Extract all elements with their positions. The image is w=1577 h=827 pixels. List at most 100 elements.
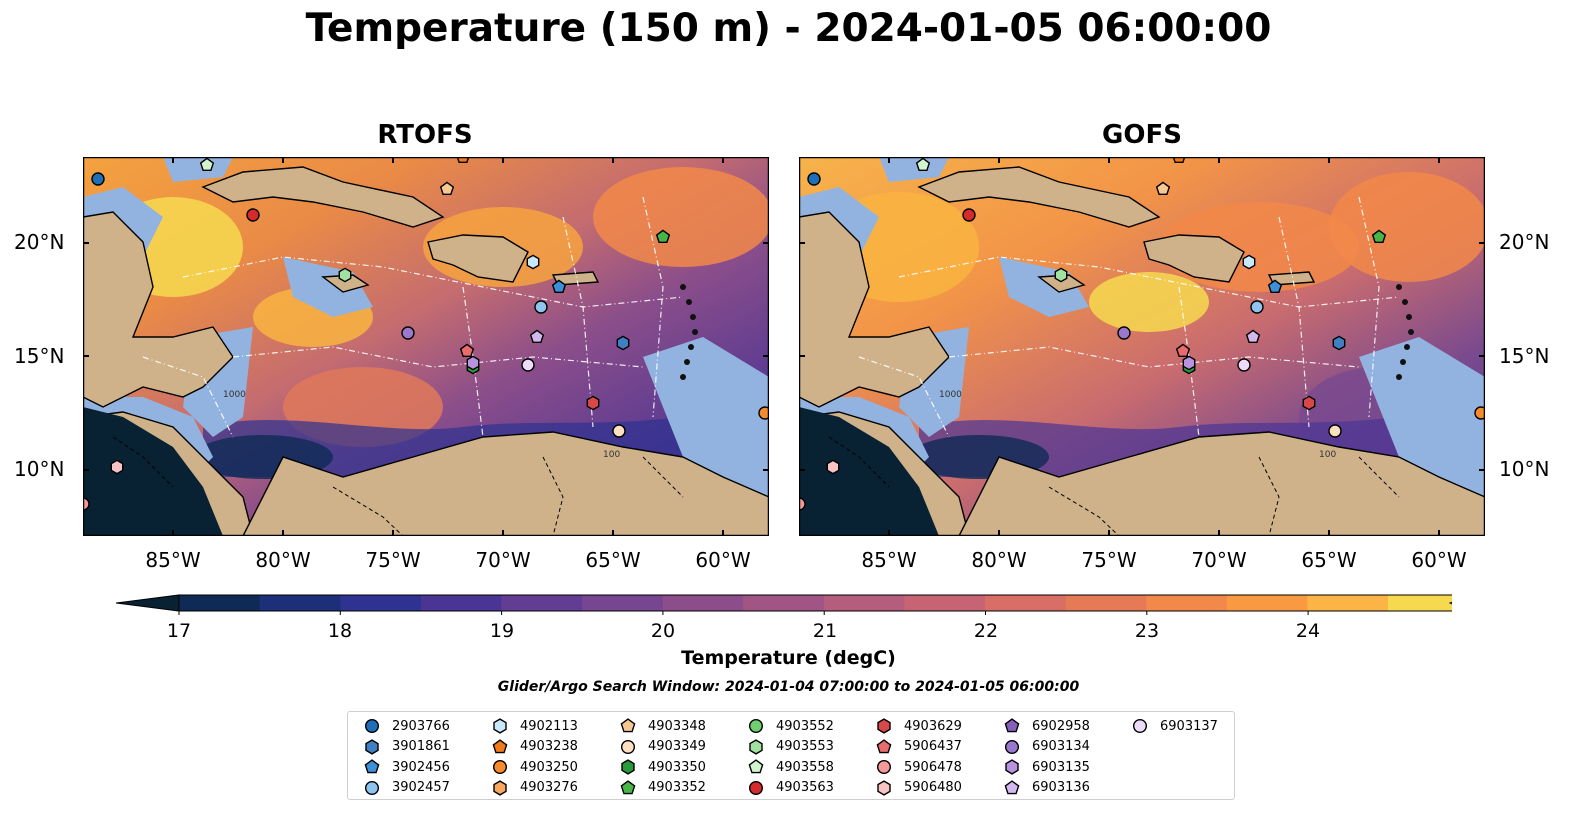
legend-label: 6903135 (1032, 759, 1090, 775)
colorbar-segment (1307, 595, 1389, 611)
legend: 2903766 3901861 3902456 3902457 4902113 49032… (347, 711, 1235, 800)
marker-6903135-icon (1182, 355, 1196, 371)
lat-label-15n-right: 15°N (1499, 344, 1550, 368)
central-america-land (799, 211, 950, 408)
legend-item: 4903558 (746, 757, 834, 777)
lon-label-75w-left: 75°W (365, 548, 421, 572)
warm-water-region (593, 167, 769, 267)
legend-label: 4903250 (520, 759, 578, 775)
eez-boundary-line (858, 356, 950, 438)
legend-label: 4903629 (904, 718, 962, 734)
marker-6903136-icon (529, 329, 545, 344)
marker-4903250-icon (1474, 406, 1485, 420)
central-america-land (83, 211, 234, 408)
marker-3902456-icon (1267, 279, 1283, 294)
legend-label: 5906437 (904, 739, 962, 754)
eez-boundary-line (948, 346, 1360, 368)
legend-label: 4903238 (520, 739, 578, 754)
legend-item: 6903135 (1002, 757, 1090, 777)
shallow-shelf (879, 157, 949, 182)
marker-2903766-icon (91, 172, 105, 186)
island (1400, 359, 1406, 365)
legend-marker-icon (748, 780, 764, 795)
marker-4903349-icon (612, 424, 626, 438)
marker-4903563-icon (246, 208, 260, 222)
marker-4903558-icon (199, 157, 215, 172)
legend-item: 6903136 (1002, 778, 1090, 798)
legend-item: 4903552 (746, 716, 834, 736)
lon-label-60w-left: 60°W (695, 548, 751, 572)
marker-6903134-icon (1117, 326, 1131, 340)
cuba-land (917, 166, 1161, 228)
legend-item: 3901861 (362, 737, 450, 757)
lat-label-15n-left: 15°N (14, 344, 65, 368)
colorbar-tick-20: 20 (650, 620, 676, 642)
lat-label-10n-left: 10°N (14, 457, 65, 481)
marker-4903250-icon (758, 406, 769, 420)
island (1408, 329, 1414, 335)
legend-marker-icon (364, 759, 380, 774)
warm-water-region (1329, 172, 1485, 282)
legend-marker-icon (493, 718, 507, 734)
marker-6903134-icon (401, 326, 415, 340)
colorbar-tick-19: 19 (489, 620, 515, 642)
legend-label: 4902113 (520, 718, 578, 734)
colorbar-tick-24: 24 (1295, 620, 1321, 642)
legend-label: 6903136 (1032, 780, 1090, 795)
island (680, 284, 686, 290)
legend-marker-icon (1132, 718, 1148, 734)
legend-marker-icon (1004, 739, 1020, 754)
legend-item: 5906437 (874, 737, 962, 757)
colorbar-segment (1065, 595, 1147, 611)
country-border (1358, 456, 1400, 498)
lon-label-70w-left: 70°W (475, 548, 531, 572)
colorbar-segment (823, 595, 905, 611)
island (692, 329, 698, 335)
legend-label: 3902457 (392, 780, 450, 795)
legend-item: 4903629 (874, 716, 962, 736)
legend-label: 4903276 (520, 780, 578, 795)
country-border (332, 486, 404, 536)
map-panel-rtofs: 1000 100 (83, 157, 769, 536)
legend-marker-icon (620, 739, 636, 754)
south-america-land (958, 431, 1485, 536)
lon-label-65w-left: 65°W (585, 548, 641, 572)
legend-item: 4903350 (618, 757, 706, 777)
lon-label-65w-right: 65°W (1301, 548, 1357, 572)
legend-marker-icon (1005, 759, 1019, 775)
marker-4902113-icon (1242, 254, 1256, 270)
colorbar-segment (1388, 595, 1452, 611)
legend-marker-icon (1004, 779, 1020, 794)
legend-marker-icon (365, 738, 379, 755)
legend-label: 5906478 (904, 759, 962, 775)
eez-boundary-line (562, 216, 594, 428)
marker-5906478-icon (83, 497, 90, 511)
marker-5906480-icon (826, 459, 840, 475)
bathymetry-contour-label: 1000 (223, 390, 246, 400)
legend-marker-icon (748, 759, 764, 774)
lon-label-75w-right: 75°W (1081, 548, 1137, 572)
colorbar-tick-18: 18 (327, 620, 353, 642)
lon-label-60w-right: 60°W (1411, 548, 1467, 572)
marker-4903238-icon (456, 157, 470, 164)
colorbar-segment (582, 595, 664, 611)
legend-item: 4902113 (490, 716, 578, 736)
marker-5906437-icon (1175, 343, 1191, 358)
legend-label: 6903137 (1160, 718, 1218, 734)
marker-2903766-icon (807, 172, 821, 186)
legend-item: 4903349 (618, 737, 706, 757)
shallow-shelf (163, 157, 233, 182)
island (690, 314, 696, 320)
marker-4903349-icon (1328, 424, 1342, 438)
island (1406, 314, 1412, 320)
marker-4903629-icon (586, 395, 600, 411)
legend-item: 2903766 (362, 716, 450, 736)
island (684, 359, 690, 365)
hispaniola-land (1143, 234, 1245, 283)
bathymetry-contour-label: 1000 (939, 390, 962, 400)
legend-marker-icon (877, 718, 891, 734)
panel-title-rtofs: RTOFS (377, 120, 473, 150)
marker-4903352-icon (655, 229, 671, 244)
legend-marker-icon (493, 779, 507, 796)
marker-4903553-icon (338, 267, 352, 283)
